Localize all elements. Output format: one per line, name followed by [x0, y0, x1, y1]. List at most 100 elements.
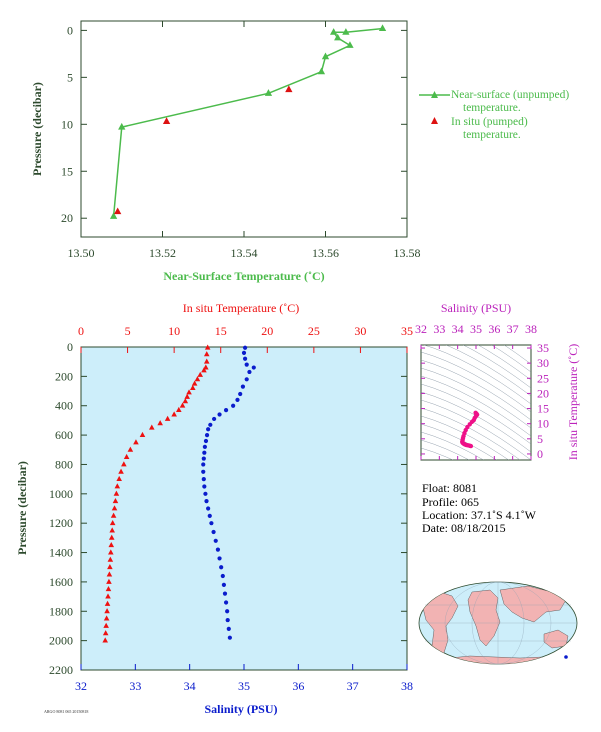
ts-y-tick-label: 30 — [537, 356, 549, 370]
ts-y-tick-label: 25 — [537, 371, 549, 385]
temperature-tick-label: 0 — [78, 324, 84, 338]
salinity-point — [201, 462, 206, 467]
temperature-point — [184, 393, 190, 399]
temperature-point — [104, 600, 111, 606]
temperature-point — [111, 505, 118, 511]
temperature-profile-series — [102, 344, 211, 643]
near-surface-point — [334, 33, 342, 41]
temperature-point — [194, 376, 201, 382]
salinity-profile-series — [201, 345, 256, 640]
salinity-axis-ticks: 32 33 34 35 36 37 38 — [75, 664, 413, 693]
ts-y-tick-label: 10 — [537, 417, 549, 431]
top-y-axis-label: Pressure (decibar) — [30, 82, 44, 176]
salinity-point — [203, 491, 208, 496]
pumped-point — [162, 117, 171, 125]
ts-points — [460, 410, 480, 449]
near-surface-point — [264, 89, 273, 96]
ts-plot-frame — [420, 344, 532, 461]
top-x-tick-label: 13.58 — [394, 246, 421, 260]
temperature-point — [189, 384, 196, 391]
ts-y-axis-label: In situ Temperature (˚C) — [566, 344, 580, 461]
ts-x-tick-label: 38 — [525, 322, 537, 336]
landmass-asia — [499, 585, 567, 623]
temperature-point — [186, 389, 192, 395]
world-map — [418, 581, 578, 665]
footer-stamp: ARGO 8081 065 20150818 — [44, 709, 88, 714]
salinity-point — [247, 369, 252, 375]
temperature-tick-label: 30 — [354, 324, 366, 338]
salinity-point — [217, 412, 222, 417]
near-surface-point — [342, 28, 350, 35]
top-x-tick-label: 13.54 — [231, 246, 258, 260]
profile-y-tick-label: 1000 — [49, 487, 73, 501]
temperature-point — [113, 490, 120, 496]
temperature-point — [139, 431, 146, 438]
salinity-point — [242, 356, 248, 361]
salinity-point — [225, 617, 230, 623]
legend-near-surface-line-1: Near-surface (unpumped) — [451, 89, 569, 101]
salinity-point — [219, 565, 224, 570]
salinity-point — [222, 591, 228, 596]
salinity-point — [201, 456, 206, 461]
salinity-point — [223, 600, 229, 605]
ts-x-tick-label: 33 — [433, 322, 445, 336]
temperature-point — [203, 351, 210, 357]
temperature-point — [106, 571, 113, 577]
near-surface-point — [118, 122, 126, 130]
temperature-tick-label: 10 — [168, 324, 180, 338]
ts-density-contours — [421, 345, 531, 460]
profile-y-tick-label: 1400 — [49, 546, 73, 560]
top-legend: Near-surface (unpumped) temperature. In s… — [419, 89, 569, 141]
profile-y-tick-label: 400 — [55, 399, 73, 413]
legend-marker-pumped — [431, 117, 438, 124]
temperature-point — [171, 411, 177, 417]
salinity-point — [226, 626, 231, 631]
float-info: Float: 8081 Profile: 065 Location: 37.1˚… — [422, 481, 537, 535]
temperature-point — [107, 556, 114, 562]
temperature-point — [176, 406, 182, 413]
temperature-tick-label: 25 — [308, 324, 320, 338]
legend-marker-near-surface — [431, 91, 438, 98]
temperature-point — [103, 622, 109, 628]
near-surface-series — [109, 24, 387, 219]
near-surface-chart: 13.50 13.52 13.54 13.56 13.58 0 5 10 15 20 Near-… — [30, 20, 569, 283]
top-x-tick-label: 13.52 — [149, 246, 176, 260]
top-y-ticks: 0 5 10 15 20 — [61, 23, 407, 225]
salinity-point — [213, 538, 218, 543]
ts-x-tick-label: 35 — [470, 322, 482, 336]
temperature-axis-ticks: 0 5 10 15 20 25 30 35 — [78, 324, 413, 353]
salinity-tick-label: 33 — [129, 679, 141, 693]
salinity-point — [206, 506, 211, 511]
profile-y-tick-label: 0 — [67, 340, 73, 354]
temperature-tick-label: 5 — [125, 324, 131, 338]
salinity-point — [241, 350, 247, 355]
salinity-point — [251, 365, 256, 370]
float-id: Float: 8081 — [422, 481, 477, 495]
salinity-point — [201, 477, 206, 482]
temperature-point — [109, 519, 116, 526]
salinity-point — [238, 391, 243, 397]
salinity-point — [211, 529, 216, 535]
ts-y-tick-label: 20 — [537, 386, 549, 400]
temperature-point — [201, 367, 207, 373]
salinity-point — [227, 635, 232, 640]
profile-y-tick-label: 600 — [55, 428, 73, 442]
temperature-point — [104, 608, 110, 614]
legend-pumped-line-1: In situ (pumped) — [451, 116, 528, 128]
salinity-point — [206, 427, 211, 432]
profile-y-tick-label: 200 — [55, 369, 73, 383]
near-surface-point — [346, 41, 354, 48]
temperature-point — [116, 475, 122, 482]
legend-pumped-line-2: temperature. — [463, 129, 521, 141]
ts-x-tick-label: 32 — [415, 322, 427, 336]
salinity-point — [203, 438, 209, 444]
near-surface-point — [317, 67, 326, 75]
salinity-tick-label: 34 — [184, 679, 196, 693]
profile-y-ticks: 0 200 400 600 800 1000 1200 1400 1600 1800 2000 220… — [49, 340, 407, 677]
ts-y-tick-label: 15 — [537, 402, 549, 416]
salinity-point — [209, 521, 214, 526]
location: Location: 37.1˚S 4.1˚W — [422, 508, 537, 522]
globe-graticule — [419, 581, 577, 665]
